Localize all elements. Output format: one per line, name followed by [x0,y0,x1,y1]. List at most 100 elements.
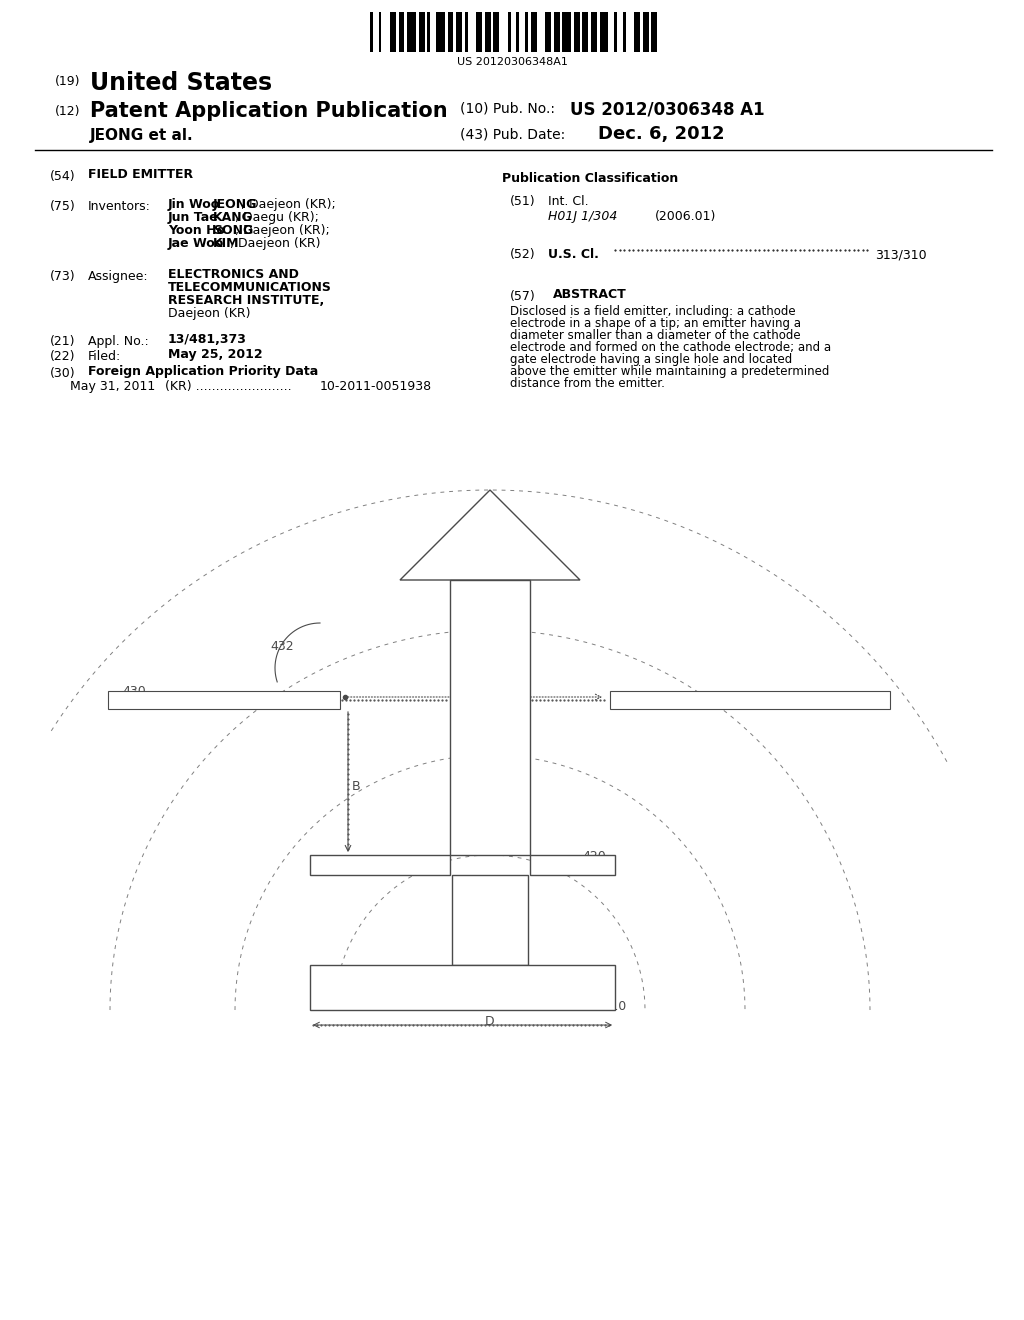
Text: H01J 1/304: H01J 1/304 [548,210,617,223]
Text: Jin Woo: Jin Woo [168,198,224,211]
Text: (22): (22) [50,350,76,363]
Text: US 20120306348A1: US 20120306348A1 [457,57,567,67]
Text: Jae Woo: Jae Woo [168,238,228,249]
Bar [476,12,482,51]
Text: 313/310: 313/310 [874,248,927,261]
Text: U.S. Cl.: U.S. Cl. [548,248,599,261]
Text: (21): (21) [50,335,76,348]
Text: (51): (51) [510,195,536,209]
Text: e: e [568,975,575,987]
Text: above the emitter while maintaining a predetermined: above the emitter while maintaining a pr… [510,366,829,378]
Text: Inventors:: Inventors: [88,201,151,213]
Bar [516,12,519,51]
Bar [591,12,597,51]
Text: KANG: KANG [213,211,253,224]
Bar [447,12,454,51]
Text: , Daejeon (KR);: , Daejeon (KR); [236,224,330,238]
Text: (73): (73) [50,271,76,282]
Text: (30): (30) [50,367,76,380]
Text: JEONG et al.: JEONG et al. [90,128,194,143]
Bar [600,12,608,51]
Bar [623,12,626,51]
Text: 10-2011-0051938: 10-2011-0051938 [319,380,432,393]
Bar [643,12,648,51]
Bar [530,12,537,51]
Bar [310,855,450,875]
Bar [651,12,657,51]
Text: Disclosed is a field emitter, including: a cathode: Disclosed is a field emitter, including:… [510,305,796,318]
Text: (2006.01): (2006.01) [655,210,717,223]
Text: May 25, 2012: May 25, 2012 [168,348,262,360]
Text: ELECTRON: ELECTRON [453,525,527,539]
Bar [614,12,616,51]
Text: D: D [485,1015,495,1028]
Bar [525,12,528,51]
Text: Jun Tae: Jun Tae [168,211,223,224]
Bar [456,12,462,51]
Bar [419,12,425,51]
Bar [427,12,430,51]
Bar [583,12,588,51]
Bar [573,12,580,51]
Text: 432: 432 [270,640,294,653]
Bar [465,12,468,51]
Bar [370,12,373,51]
Bar [484,12,490,51]
Text: ABSTRACT: ABSTRACT [553,288,627,301]
Bar [554,12,559,51]
Bar [530,855,615,875]
Text: Assignee:: Assignee: [88,271,148,282]
Text: (43) Pub. Date:: (43) Pub. Date: [460,128,565,143]
Text: B: B [352,780,360,793]
Bar [379,12,382,51]
Text: Int. Cl.: Int. Cl. [548,195,589,209]
Text: (57): (57) [510,290,536,304]
Bar [494,12,500,51]
Text: Publication Classification: Publication Classification [502,172,678,185]
Text: Filed:: Filed: [88,350,121,363]
Text: KIM: KIM [213,238,240,249]
Text: Appl. No.:: Appl. No.: [88,335,148,348]
Text: TELECOMMUNICATIONS: TELECOMMUNICATIONS [168,281,332,294]
Text: (19): (19) [55,75,81,88]
Text: d: d [486,975,494,987]
Bar [634,12,640,51]
Text: May 31, 2011: May 31, 2011 [70,380,156,393]
Text: US 2012/0306348 A1: US 2012/0306348 A1 [570,100,765,117]
Text: , Daegu (KR);: , Daegu (KR); [236,211,319,224]
Bar [610,690,890,709]
Text: (75): (75) [50,201,76,213]
Text: 430: 430 [122,685,145,698]
Text: , Daejeon (KR): , Daejeon (KR) [229,238,321,249]
Bar [108,690,340,709]
Text: Patent Application Publication: Patent Application Publication [90,102,447,121]
Text: United States: United States [90,71,272,95]
Text: A: A [480,705,488,718]
Bar [450,579,530,855]
Text: 420: 420 [582,850,606,863]
Text: (54): (54) [50,170,76,183]
Bar [508,12,511,51]
Bar [562,12,571,51]
Text: —410: —410 [590,1001,627,1012]
Text: e: e [378,975,385,987]
Bar [408,12,416,51]
Text: ELECTRONICS AND: ELECTRONICS AND [168,268,299,281]
Text: SONG: SONG [213,224,253,238]
Polygon shape [400,490,580,579]
Bar [310,965,615,1010]
Text: , Daejeon (KR);: , Daejeon (KR); [241,198,336,211]
Text: diameter smaller than a diameter of the cathode: diameter smaller than a diameter of the … [510,329,801,342]
Text: JEONG: JEONG [213,198,257,211]
Text: distance from the emitter.: distance from the emitter. [510,378,665,389]
Text: (10) Pub. No.:: (10) Pub. No.: [460,102,559,116]
Text: FIELD EMITTER: FIELD EMITTER [88,168,194,181]
Bar [390,12,396,51]
Text: (12): (12) [55,106,81,117]
Text: Foreign Application Priority Data: Foreign Application Priority Data [88,366,318,378]
Text: electrode and formed on the cathode electrode; and a: electrode and formed on the cathode elec… [510,341,831,354]
Text: (52): (52) [510,248,536,261]
Text: Dec. 6, 2012: Dec. 6, 2012 [598,125,725,143]
Bar [545,12,551,51]
Bar [398,12,404,51]
